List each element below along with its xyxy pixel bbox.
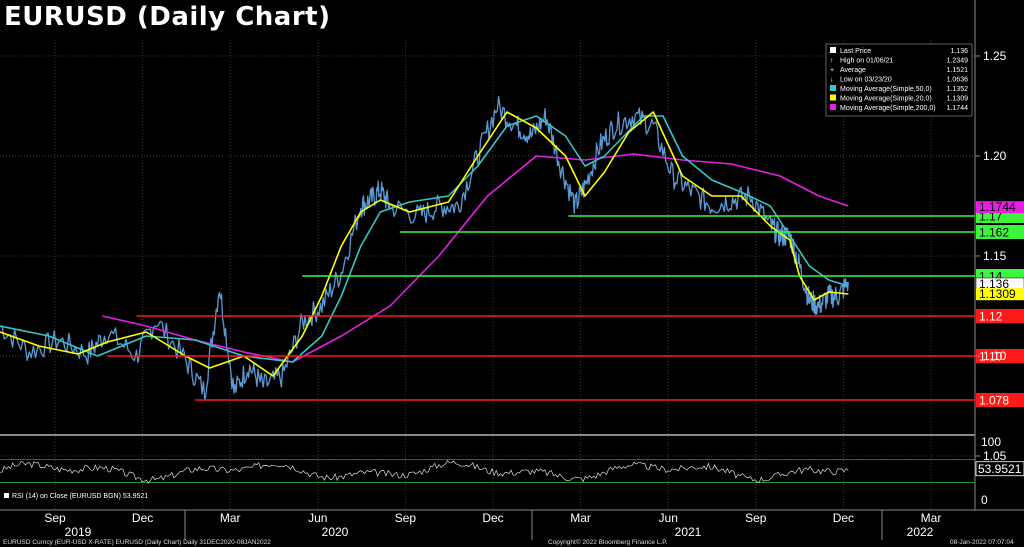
level-label: 1.162 [979,226,1009,240]
x-month-label: Mar [921,511,942,525]
right-tag-label: 1.136 [979,277,1009,291]
up-arrow-icon: ↑ [830,58,834,65]
legend-label: Last Price [840,48,871,55]
chart-title: EURUSD (Daily Chart) [4,2,331,32]
right-tag-ma200 [976,201,1024,214]
footer-right: 08-Jan-2022 07:07:04 [950,539,1014,546]
legend-value: 1.1744 [947,105,969,112]
price-series-line [0,96,849,401]
level-label: 1.12 [979,310,1003,324]
y-tick-label: 1.25 [983,49,1007,63]
x-month-label: Sep [44,511,66,525]
rsi-line [0,460,849,484]
x-month-label: Dec [132,511,153,525]
right-tag-ma20 [976,288,1024,301]
ma50-series-line [0,115,849,363]
level-tag-1.12 [976,309,1024,323]
legend-value: 1.0636 [947,77,969,84]
legend-label: Moving Average(Simple,50,0) [840,86,932,93]
legend: Last Price 1.136 ↑ High on 01/06/21 1.2349 + A… [825,43,973,117]
x-month-label: Sep [745,511,767,525]
rsi-legend-label: RSI (14) on Close (EURUSD BGN) 53.9521 [12,493,148,500]
rsi-value-tag [975,461,1024,477]
x-year-label: 2022 [907,525,934,539]
white-square-icon [4,493,9,498]
x-month-label: Jun [659,511,678,525]
legend-label: Low on 03/23/20 [840,77,892,84]
x-month-label: Dec [833,511,854,525]
x-month-label: Dec [482,511,503,525]
legend-box [825,43,973,117]
legend-value: 1.1521 [947,67,969,74]
white-square-icon [830,47,836,53]
legend-label: High on 01/06/21 [840,58,893,65]
x-month-label: Mar [220,511,241,525]
legend-value: 1.136 [950,48,968,55]
right-tag-label: 1.1744 [979,200,1016,214]
level-tag-1.10 [976,349,1024,363]
y-tick-label: 1.10 [983,349,1007,363]
y-axis-ticks: 1.25 1.20 1.15 1.10 1.05 [975,49,1007,463]
cyan-square-icon [830,85,836,91]
plus-icon: + [830,67,834,74]
right-tag-label: 1.1309 [979,287,1016,301]
level-tag-1.162 [976,225,1024,239]
yellow-square-icon [830,94,836,101]
legend-label: Moving Average(Simple,200,0) [840,105,936,112]
level-label: 1.10 [979,350,1003,364]
legend-value: 1.1352 [947,86,969,93]
footer-center: Copyright© 2022 Bloomberg Finance L.P. [548,538,668,546]
level-label: 1.078 [979,394,1009,408]
legend-label: Average [840,67,866,74]
rsi-value-label: 53.9521 [978,462,1022,476]
y-tick-label: 1.15 [983,249,1007,263]
ma200-series-line [102,153,849,363]
rsi-tick-label: 0 [981,493,988,507]
x-year-label: 2020 [322,525,349,539]
x-month-label: Mar [570,511,591,525]
magenta-square-icon [830,104,836,110]
x-month-label: Jun [308,511,327,525]
levels-layer: 1.171.1621.141.121.101.0781.17441.1361.1… [107,200,1024,408]
level-tag-1.078 [976,393,1024,407]
y-tick-label: 1.05 [983,449,1007,463]
x-year-label: 2019 [65,525,92,539]
footer-left: EURUSD Curncy (EUR-USD X-RATE) EURUSD (D… [3,539,271,546]
rsi-tick-label: 100 [981,435,1001,449]
x-year-label: 2021 [675,525,702,539]
legend-value: 1.2349 [947,58,969,65]
x-month-label: Sep [395,511,417,525]
legend-value: 1.1309 [947,96,969,103]
down-arrow-icon: ↓ [830,77,834,84]
y-tick-label: 1.20 [983,149,1007,163]
legend-label: Moving Average(Simple,20,0) [840,96,932,103]
x-axis: Sep Dec Mar Jun Sep Dec Mar Jun Sep Dec Mar 2019 202… [44,510,941,540]
